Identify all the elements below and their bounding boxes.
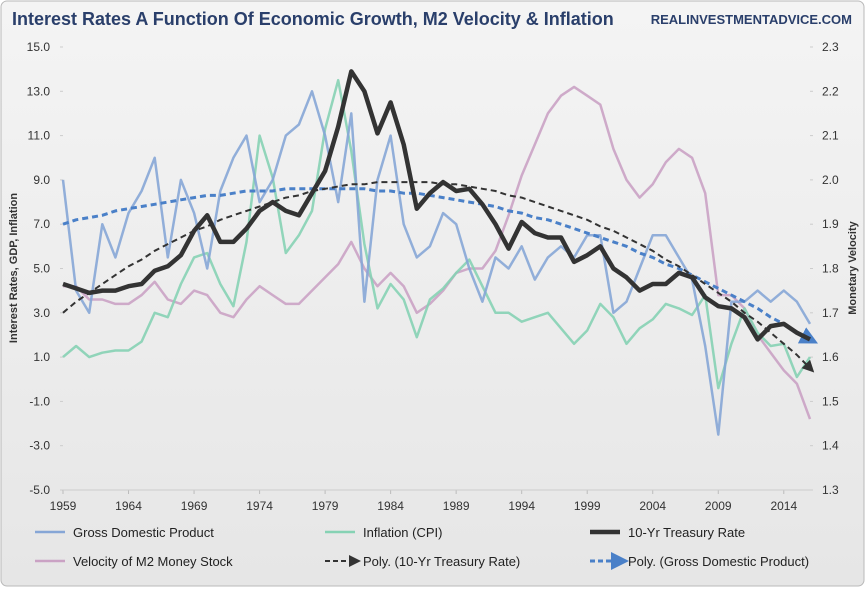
legend-label: Velocity of M2 Money Stock [73, 554, 233, 569]
y2-tick-label: 2.1 [822, 129, 839, 143]
x-tick-label: 1964 [115, 499, 142, 513]
y-tick-label: 11.0 [28, 129, 51, 143]
y2-tick-label: 1.3 [822, 483, 839, 497]
y-tick-label: 1.0 [33, 350, 50, 364]
y2-tick-label: 2.0 [822, 173, 839, 187]
y-axis-title: Interest Rates, GDP, Inflation [8, 193, 20, 343]
y-tick-label: 15.0 [27, 40, 51, 54]
y-tick-label: 13.0 [27, 84, 51, 98]
source: REALINVESTMENTADVICE.COM [651, 12, 852, 27]
y2-tick-label: 2.3 [822, 40, 839, 54]
y-tick-label: 3.0 [33, 306, 50, 320]
y2-tick-label: 1.6 [822, 350, 839, 364]
y-tick-label: -5.0 [29, 483, 50, 497]
series-line [62, 78, 812, 390]
legend-label: Inflation (CPI) [363, 525, 442, 540]
y2-axis-title: Monetary Velocity [847, 220, 859, 314]
y2-tick-label: 1.5 [822, 394, 839, 408]
legend-label: Poly. (10-Yr Treasury Rate) [363, 554, 520, 569]
series-line [62, 69, 812, 342]
series-line [63, 85, 812, 420]
x-tick-label: 1999 [574, 499, 601, 513]
x-tick-label: 1979 [312, 499, 339, 513]
x-tick-label: 1984 [377, 499, 404, 513]
x-tick-label: 1959 [50, 499, 77, 513]
x-tick-label: 2004 [639, 499, 666, 513]
y-tick-label: -1.0 [29, 394, 50, 408]
chart-title: Interest Rates A Function Of Economic Gr… [12, 9, 614, 29]
y-tick-label: 9.0 [33, 173, 50, 187]
x-tick-label: 1994 [508, 499, 535, 513]
y-tick-label: 7.0 [33, 217, 50, 231]
series-line [62, 181, 815, 373]
y2-tick-label: 1.7 [822, 306, 839, 320]
x-tick-label: 2009 [705, 499, 732, 513]
y-tick-label: -3.0 [29, 439, 50, 453]
series-line [61, 90, 812, 436]
x-tick-label: 1989 [443, 499, 470, 513]
legend-label: Poly. (Gross Domestic Product) [628, 554, 809, 569]
y-tick-label: 5.0 [33, 262, 50, 276]
legend-label: Gross Domestic Product [73, 525, 214, 540]
x-tick-label: 2014 [770, 499, 797, 513]
legend-label: 10-Yr Treasury Rate [628, 525, 745, 540]
y2-tick-label: 1.8 [822, 262, 839, 276]
y2-tick-label: 1.9 [822, 217, 839, 231]
x-tick-label: 1969 [181, 499, 208, 513]
y2-tick-label: 2.2 [822, 84, 839, 98]
x-tick-label: 1974 [246, 499, 273, 513]
y2-tick-label: 1.4 [822, 439, 839, 453]
